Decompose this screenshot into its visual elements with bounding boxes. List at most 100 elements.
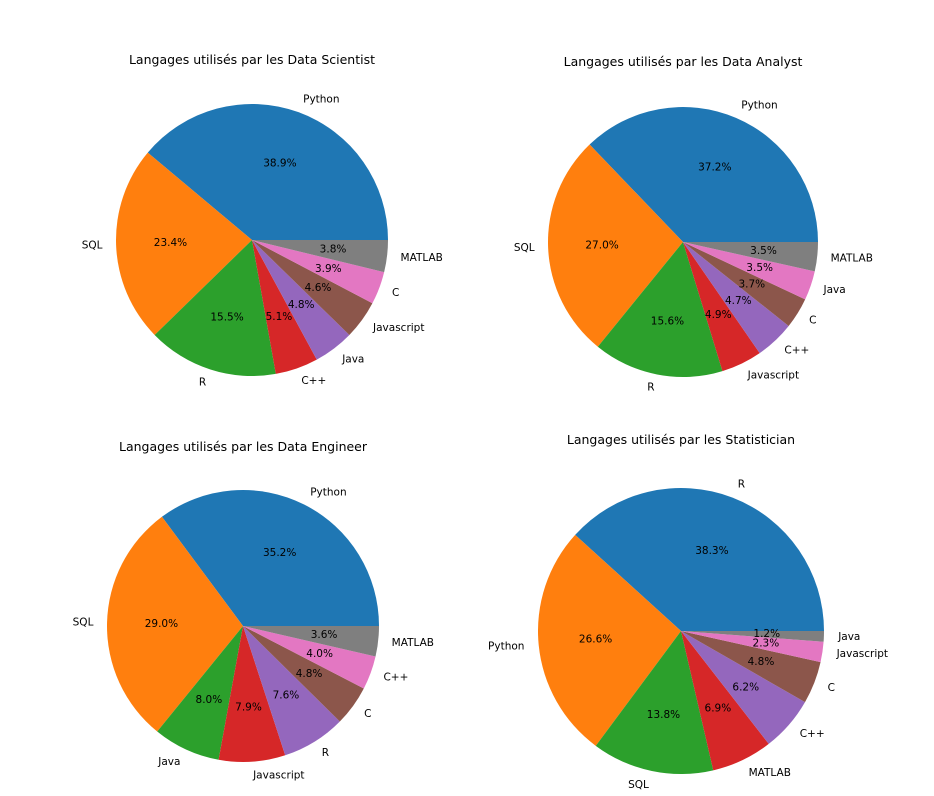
percent-label-r: 15.6% [651,315,684,327]
slice-label-sql: SQL [514,242,535,254]
slice-label-matlab: MATLAB [401,252,443,264]
percent-label-cpp: 5.1% [266,311,293,323]
pie-slice-r [597,242,723,378]
pie-chart-statistician: Langages utilisés par les Statistician R 3… [488,432,888,791]
slice-label-python: Python [741,99,777,111]
pie-slice-sql [548,144,683,347]
slice-label-c: C [809,314,816,326]
pie-slice-r [243,626,340,756]
percent-label-c: 4.8% [296,668,323,680]
chart-title: Langages utilisés par les Data Scientist [129,52,375,67]
slice-label-javascript: Javascript [372,322,424,334]
slice-label-java: Java [837,631,860,643]
slice-label-c: C [828,682,835,694]
pie-slice-matlab [243,626,379,657]
percent-label-java: 1.2% [753,628,780,640]
pie-slice-javascript [683,242,760,372]
percent-label-matlab: 6.9% [705,702,732,714]
percent-label-javascript: 4.9% [705,309,732,321]
percent-label-javascript: 4.6% [305,282,332,294]
slice-label-c: C [364,708,371,720]
pie-slice-python [589,107,818,243]
percent-label-sql: 27.0% [585,239,618,251]
pie-slice-java [681,631,824,642]
slice-label-javascript: Javascript [747,370,799,382]
percent-label-cpp: 6.2% [732,681,759,693]
percent-label-java: 4.8% [288,299,315,311]
slice-label-r: R [647,382,654,394]
slice-label-c: C [392,287,399,299]
chart-title: Langages utilisés par les Data Engineer [119,439,368,454]
percent-label-sql: 29.0% [145,618,178,630]
percent-label-sql: 13.8% [647,709,680,721]
pie-slice-c [681,631,821,703]
slice-label-matlab: MATLAB [392,637,434,649]
percent-label-cpp: 4.0% [306,648,333,660]
pie-slice-c [683,242,806,327]
percent-label-python: 37.2% [698,161,731,173]
slice-label-cpp: C++ [800,728,825,740]
percent-label-javascript: 7.9% [235,701,262,713]
percent-label-javascript: 2.3% [753,638,780,650]
slice-label-python: Python [488,640,524,652]
pie-slice-cpp [681,631,806,744]
pie-slice-java [683,242,815,300]
pie-slice-matlab [683,242,818,272]
percent-label-python: 26.6% [579,633,612,645]
pie-slice-python [161,490,379,626]
pie-slice-javascript [218,626,286,762]
slice-label-cpp: C++ [784,344,809,356]
percent-label-r: 7.6% [273,689,300,701]
percent-label-matlab: 3.5% [750,245,777,257]
pie-slice-cpp [683,242,789,354]
pie-slice-matlab [681,631,769,771]
slice-label-sql: SQL [73,617,94,629]
pie-slice-python [147,104,388,240]
percent-label-r: 15.5% [210,312,243,324]
percent-label-matlab: 3.6% [311,629,338,641]
chart-title: Langages utilisés par les Statistician [567,432,795,447]
chart-title: Langages utilisés par les Data Analyst [564,54,803,69]
slice-label-python: Python [310,486,346,498]
pie-slice-java [157,626,243,760]
percent-label-c: 3.9% [315,263,342,275]
pie-slice-javascript [681,631,824,663]
slice-label-matlab: MATLAB [749,767,791,779]
slice-label-java: Java [823,284,846,296]
pie-slice-sql [595,631,714,774]
pie-slice-cpp [252,240,317,374]
percent-label-java: 3.5% [746,262,773,274]
percent-label-r: 38.3% [695,545,728,557]
slice-label-python: Python [303,93,339,105]
slice-label-r: R [199,376,206,388]
slice-label-r: R [738,478,745,490]
percent-label-matlab: 3.8% [320,244,347,256]
slice-label-cpp: C++ [301,375,326,387]
pie-slice-c [252,240,385,304]
percent-label-python: 35.2% [263,547,296,559]
percent-label-cpp: 4.7% [725,295,752,307]
percent-label-sql: 23.4% [154,237,187,249]
slice-label-javascript: Javascript [252,769,304,781]
pie-chart-data-engineer: Langages utilisés par les Data Engineer P… [73,439,434,781]
percent-label-c: 3.7% [738,279,765,291]
pie-slice-matlab [252,240,388,273]
slice-label-java: Java [157,756,180,768]
percent-label-python: 38.9% [263,157,296,169]
slice-label-javascript: Javascript [836,648,888,660]
percent-label-java: 8.0% [196,694,223,706]
slice-label-matlab: MATLAB [831,252,873,264]
slice-label-sql: SQL [628,779,649,791]
slice-label-java: Java [341,353,364,365]
pie-slice-c [243,626,364,722]
pie-slice-cpp [243,626,376,689]
pie-slice-sql [116,152,252,335]
slice-label-r: R [322,747,329,759]
pie-slice-r [154,240,276,376]
pie-slice-python [538,534,681,746]
pie-slice-javascript [252,240,373,335]
pie-slice-sql [107,516,243,732]
percent-label-c: 4.8% [748,656,775,668]
slice-label-sql: SQL [82,240,103,252]
